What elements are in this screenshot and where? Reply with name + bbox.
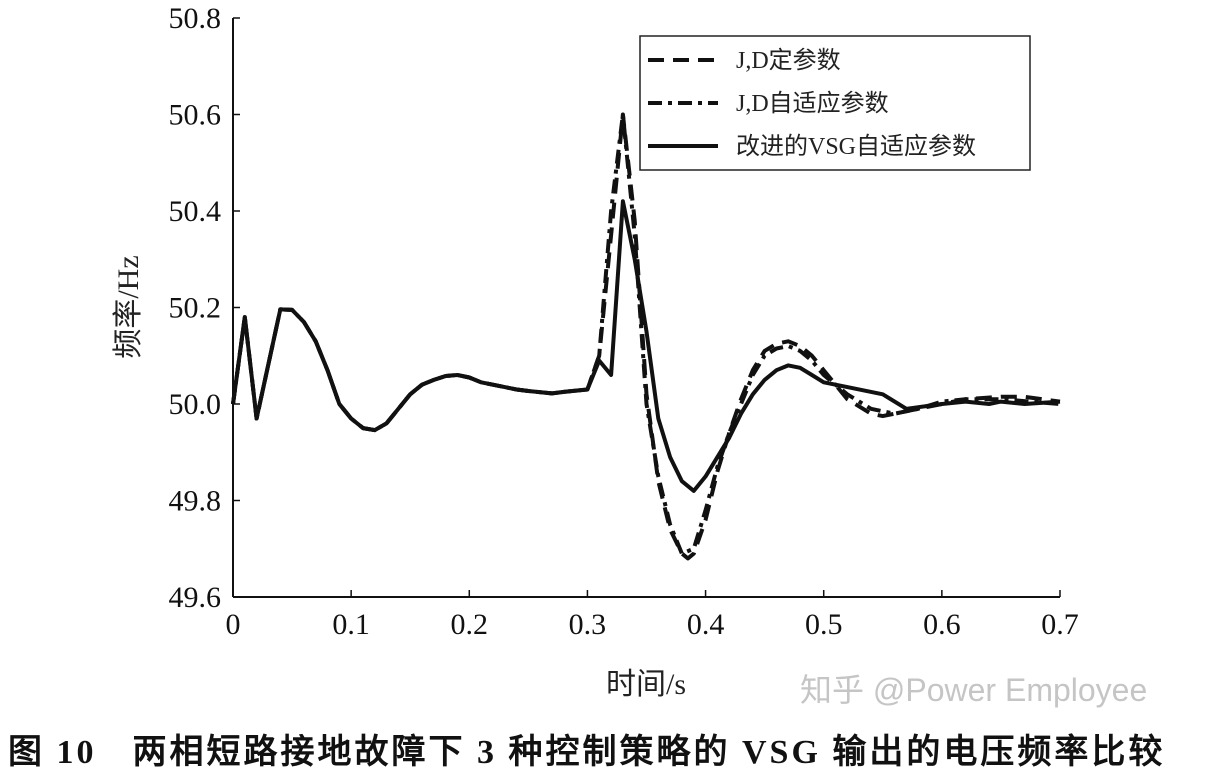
x-tick-label: 0.4	[687, 608, 725, 641]
x-tick-label: 0.1	[332, 608, 370, 641]
y-axis-label: 频率/Hz	[112, 255, 145, 358]
x-tick-label: 0.7	[1041, 608, 1079, 641]
watermark: 知乎 @Power Employee	[800, 672, 1148, 708]
x-tick-label: 0.3	[569, 608, 607, 641]
y-tick-label: 50.8	[169, 2, 222, 35]
figure-caption: 图 10 两相短路接地故障下 3 种控制策略的 VSG 输出的电压频率比较	[8, 724, 1165, 773]
y-tick-label: 49.6	[169, 581, 222, 614]
axes: 0 0.1 0.2 0.3 0.4 0.5 0.6 0.7 49.6 49.8 50.0 50.2 50…	[169, 2, 1079, 641]
x-tick-label: 0.6	[923, 608, 961, 641]
legend-label: J,D自适应参数	[736, 90, 889, 117]
y-tick-label: 50.6	[169, 99, 222, 132]
series-line-solid	[231, 199, 1061, 493]
x-axis-label: 时间/s	[606, 668, 686, 701]
caption-text: 两相短路接地故障下 3 种控制策略的 VSG 输出的电压频率比较	[132, 734, 1166, 771]
figure-number: 图 10	[8, 734, 97, 771]
y-tick-label: 50.0	[169, 388, 222, 421]
legend-label: J,D定参数	[736, 47, 841, 74]
x-tick-label: 0.5	[805, 608, 843, 641]
y-tick-label: 49.8	[169, 485, 222, 518]
y-tick-label: 50.2	[169, 292, 222, 325]
series-lines	[231, 112, 1061, 561]
y-tick-label: 50.4	[169, 195, 222, 228]
x-tick-label: 0	[226, 608, 241, 641]
legend-label: 改进的VSG自适应参数	[736, 133, 976, 160]
x-tick-label: 0.2	[451, 608, 489, 641]
